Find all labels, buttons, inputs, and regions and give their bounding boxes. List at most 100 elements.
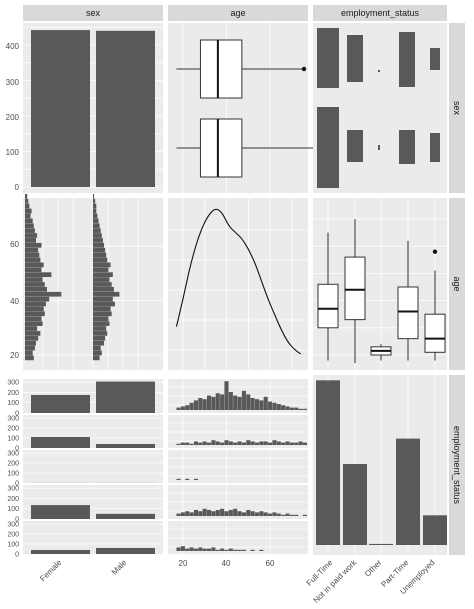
hist-bar-male-30: [93, 208, 97, 214]
hist-emp-0-bar-11: [224, 381, 229, 410]
ytick-emp-row-1-100: 100: [7, 436, 19, 443]
strip-col-sex-label: sex: [86, 8, 101, 18]
hist-emp-0-bar-22: [272, 402, 277, 410]
hist-emp-0-bar-27: [294, 407, 299, 410]
tile-female-not-in-paid-work: [347, 130, 363, 162]
hist-emp-1-bar-2: [185, 442, 190, 445]
hist-emp-0-bar-6: [202, 399, 207, 410]
hist-emp-4-bar-6: [202, 548, 207, 551]
hist-emp-0-bar-21: [268, 401, 273, 410]
hist-bar-male-10: [93, 306, 111, 312]
hist-emp-3-bar-8: [211, 511, 216, 516]
xtick-age-20: 20: [179, 559, 188, 568]
hist-emp-3-bar-24: [281, 514, 286, 516]
hist-bar-male-11: [93, 301, 115, 307]
hist-emp-3-bar-12: [228, 510, 233, 516]
hist-emp-3-bar-11: [224, 511, 229, 516]
hist-bar-female-7: [25, 321, 43, 326]
box-emp-not-in-paid-work-box: [344, 256, 366, 321]
hist-emp-3-bar-15: [241, 512, 246, 516]
hist-bar-female-33: [25, 193, 28, 199]
panel-age-emp-row-2: [168, 450, 308, 483]
hist-emp-1-bar-5: [198, 442, 203, 445]
hist-emp-3-bar-16: [246, 510, 251, 516]
hist-emp-0-bar-23: [276, 404, 281, 410]
hist-emp-3-bar-2: [185, 511, 190, 516]
tile-male-unemployed: [430, 48, 440, 70]
box-emp-unemployed-outlier-0: [432, 249, 438, 254]
hist-bar-male-19: [93, 262, 111, 268]
hist-emp-0-bar-8: [211, 396, 216, 410]
ytick-emp-row-4-100: 100: [7, 542, 19, 549]
hist-emp-4-bar-4: [193, 548, 198, 551]
hist-bar-female-19: [25, 262, 44, 268]
box-emp-full-time-box: [317, 283, 339, 329]
hist-emp-1-bar-1: [180, 442, 185, 445]
ytick-sex-0: 0: [15, 183, 20, 192]
hist-emp-1-bar-14: [237, 441, 242, 445]
hist-bar-male-1: [93, 350, 102, 356]
hist-emp-3-bar-27: [294, 514, 299, 516]
box-emp-part-time-box: [397, 286, 419, 340]
hist-emp-0-bar-0: [176, 407, 181, 410]
panel-emp-sex-row-2: [23, 450, 163, 483]
ytick-emp-row-3-300: 300: [7, 486, 19, 493]
hist-emp-0-bar-18: [254, 399, 260, 410]
hist-bar-male-9: [93, 311, 112, 317]
hist-emp-3-bar-6: [202, 508, 207, 516]
hist-emp-4-bar-11: [224, 549, 229, 551]
tile-male-full-time: [317, 28, 339, 88]
xtick-not-in-paid-work: Not in paid work: [311, 557, 359, 605]
hist-bar-female-16: [25, 277, 43, 282]
hist-bar-female-32: [25, 198, 29, 204]
hist-bar-female-26: [25, 228, 35, 233]
hist-emp-4-bar-19: [259, 549, 264, 551]
hist-emp-1-bar-22: [272, 440, 277, 445]
hist-emp-3-bar-5: [198, 511, 203, 516]
hist-bar-male-33: [93, 193, 95, 199]
hist-bar-male-21: [93, 252, 107, 258]
hist-emp-0-bar-28: [298, 408, 303, 410]
hist-emp-0-bar-12: [228, 392, 233, 410]
hist-emp-1-bar-15: [241, 442, 246, 445]
bar-female: [31, 30, 90, 188]
hist-bar-female-6: [25, 326, 38, 331]
hist-emp-0-bar-2: [185, 405, 190, 410]
hist-bar-female-13: [25, 291, 62, 297]
hist-bar-male-12: [93, 296, 113, 302]
hist-emp-0-bar-13: [233, 395, 238, 410]
ytick-emp-row-0-100: 100: [7, 400, 19, 407]
xtick-age-60: 60: [266, 559, 275, 568]
bar-male: [96, 30, 155, 187]
hist-emp-3-bar-9: [215, 510, 220, 516]
hist-bar-female-4: [25, 335, 39, 341]
hist-emp-2-bar-4: [193, 478, 198, 480]
hist-emp-3-bar-4: [193, 510, 198, 516]
hist-emp-4-bar-5: [198, 547, 203, 551]
hist-emp-0-bar-17: [250, 398, 255, 410]
hist-bar-female-11: [25, 301, 46, 307]
hist-bar-male-8: [93, 316, 109, 322]
tile-female-other: [378, 145, 380, 150]
hist-bar-female-20: [25, 257, 41, 263]
hist-bar-female-2: [25, 345, 35, 351]
hist-bar-female-9: [25, 311, 45, 317]
box-emp-unemployed-box: [424, 313, 446, 353]
hist-emp-2-bar-2: [185, 478, 190, 480]
hist-bar-male-6: [93, 326, 107, 331]
hist-emp-4-bar-10: [220, 548, 225, 551]
hist-bar-male-27: [93, 223, 100, 229]
hist-emp-1-bar-20: [263, 441, 268, 445]
box-age-female-box: [199, 118, 243, 178]
hist-bar-male-31: [93, 203, 97, 209]
hist-bar-female-28: [25, 218, 33, 224]
panel-age-density: [168, 198, 308, 370]
hist-emp-3-bar-21: [268, 513, 273, 516]
hist-emp-0-bar-4: [193, 400, 198, 410]
hist-emp-4-bar-3: [189, 547, 194, 551]
hist-bar-female-17: [25, 272, 52, 278]
hist-emp-1-bar-13: [233, 442, 238, 445]
hist-emp-4-bar-1: [180, 546, 185, 551]
hist-bar-male-23: [93, 242, 104, 248]
tile-male-other: [378, 70, 380, 72]
